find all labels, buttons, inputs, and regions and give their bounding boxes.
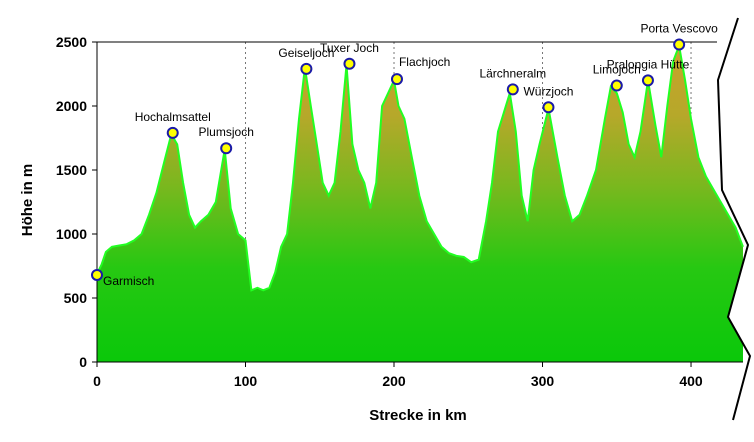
waypoint-marker: [673, 38, 686, 51]
break-zigzag: [716, 17, 752, 421]
waypoint: Plumsjoch: [199, 125, 254, 155]
elevation-profile-line: [96, 42, 744, 292]
waypoint-label: Plumsjoch: [199, 125, 254, 139]
waypoint-marker: [91, 268, 103, 281]
waypoint-label: Tuxer Joch: [320, 41, 379, 55]
y-tick-label: 500: [64, 290, 88, 306]
waypoint-label: Hochalmsattel: [135, 110, 211, 124]
waypoint-marker: [166, 126, 179, 139]
y-axis-title: Höhe in m: [19, 164, 36, 237]
waypoint-label: Lärchneralm: [479, 66, 546, 80]
waypoint-marker: [610, 79, 623, 92]
elevation-area: [97, 45, 743, 363]
waypoint-label: Würzjoch: [523, 84, 573, 98]
break-mask: [722, 0, 754, 442]
y-tick-label: 1500: [56, 162, 87, 178]
waypoint: Geiseljoch: [278, 46, 334, 75]
waypoint-marker: [506, 83, 519, 96]
plot-axes: [96, 41, 743, 363]
x-tick-label: 0: [93, 373, 101, 389]
y-tick-label: 1000: [56, 226, 87, 242]
x-tick-label: 300: [531, 373, 555, 389]
waypoint-label: Garmisch: [103, 274, 154, 288]
waypoint-marker: [343, 57, 356, 70]
x-axis-ticks: 0 100 200 300 400: [93, 362, 703, 389]
x-tick-label: 100: [234, 373, 258, 389]
y-tick-label: 2000: [56, 98, 87, 114]
axis-break-marker: [716, 0, 754, 442]
waypoint: Tuxer Joch: [320, 41, 379, 70]
waypoint: Garmisch: [91, 268, 154, 288]
x-tick-label: 200: [382, 373, 406, 389]
x-tick-label: 400: [679, 373, 703, 389]
waypoint: Pralongia Hütte: [607, 57, 690, 87]
waypoint: Limojoch: [593, 63, 641, 92]
x-axis-title: Strecke in km: [369, 407, 467, 424]
waypoint: Hochalmsattel: [135, 110, 211, 139]
waypoint: Flachjoch: [390, 55, 450, 86]
waypoint-marker: [542, 101, 555, 114]
waypoint-label: Limojoch: [593, 63, 641, 77]
waypoint-label: Pralongia Hütte: [607, 57, 690, 71]
waypoint-label: Flachjoch: [399, 55, 450, 69]
waypoint-label: Porta Vescovo: [640, 22, 718, 36]
waypoint-label: Geiseljoch: [278, 46, 334, 60]
y-axis-ticks: 0 500 1000 1500 2000 2500: [56, 34, 97, 370]
waypoint-marker: [641, 74, 654, 87]
y-tick-label: 2500: [56, 34, 87, 50]
waypoint: Porta Vescovo: [640, 22, 718, 51]
y-tick-label: 0: [79, 354, 87, 370]
waypoint: Würzjoch: [523, 84, 573, 114]
waypoint-marker: [300, 62, 313, 75]
waypoint-marker: [390, 73, 403, 86]
waypoint-marker: [220, 142, 233, 155]
waypoint: Lärchneralm: [479, 66, 546, 96]
